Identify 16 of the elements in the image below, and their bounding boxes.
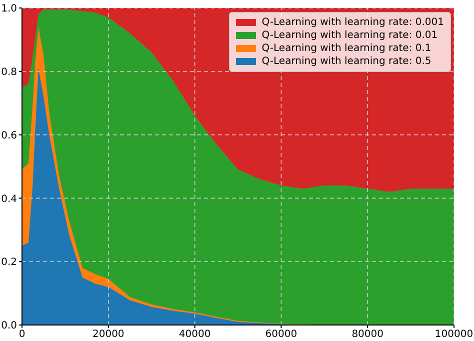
legend-label: Q-Learning with learning rate: 0.001	[262, 16, 444, 29]
x-tick-label: 0	[18, 329, 26, 340]
legend-label: Q-Learning with learning rate: 0.5	[262, 55, 432, 68]
legend-label: Q-Learning with learning rate: 0.1	[262, 42, 432, 55]
x-tick-label: 20000	[92, 329, 124, 340]
y-tick-label: 0.8	[1, 66, 17, 78]
y-tick-label: 0.4	[1, 194, 17, 205]
legend-label: Q-Learning with learning rate: 0.01	[262, 29, 438, 42]
y-tick-label: 0.2	[1, 257, 17, 268]
x-tick-label: 60000	[265, 329, 298, 340]
y-tick-label: 1.0	[1, 4, 17, 15]
y-tick-label: 0.0	[1, 320, 17, 332]
x-tick-label: 80000	[352, 329, 384, 340]
x-tick-label: 100000	[434, 329, 474, 340]
y-tick-label: 0.6	[1, 130, 17, 142]
x-tick-label: 40000	[178, 329, 211, 340]
